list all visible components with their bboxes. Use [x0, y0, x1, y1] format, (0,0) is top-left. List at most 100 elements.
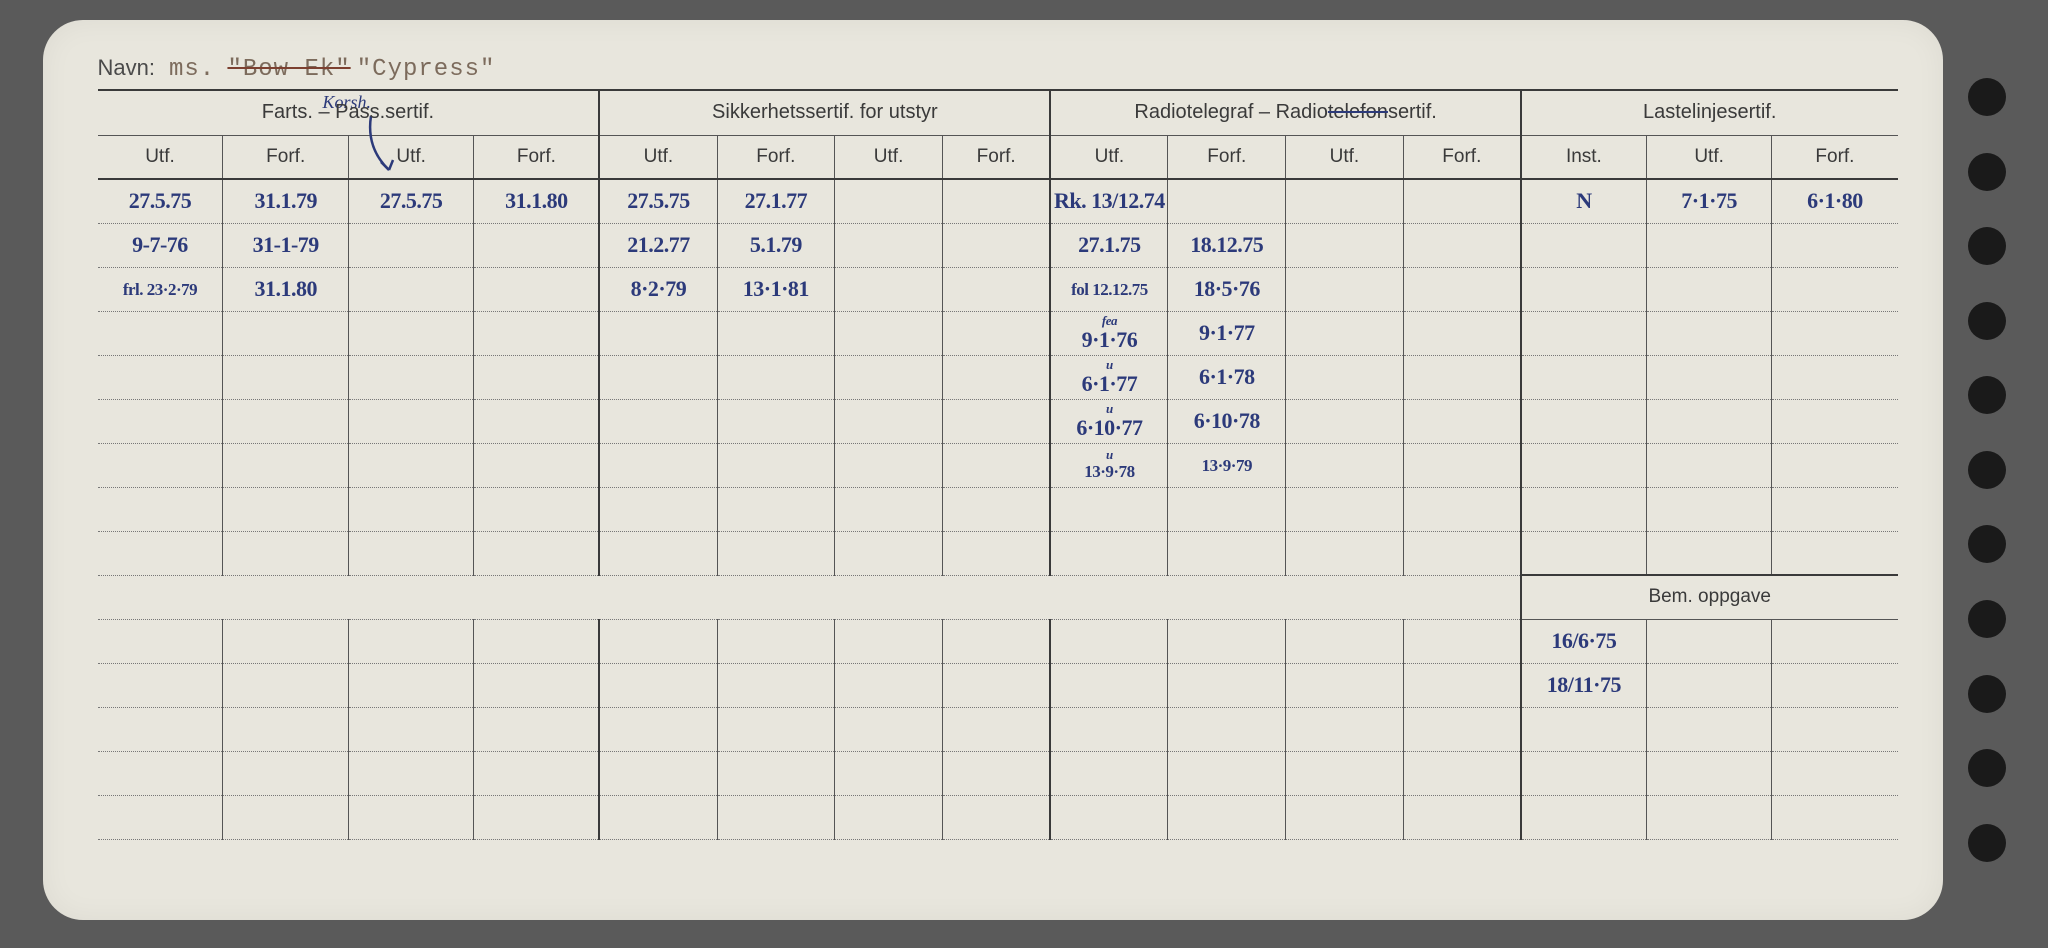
table-cell [1050, 795, 1168, 839]
table-cell [1646, 355, 1771, 399]
table-row: 18/11·75 [98, 663, 1898, 707]
table-cell [1521, 795, 1646, 839]
table-cell [474, 311, 599, 355]
table-cell [1403, 531, 1521, 575]
table-cell [943, 267, 1051, 311]
table-cell [98, 795, 223, 839]
table-cell [1286, 355, 1404, 399]
col-utf: Utf. [1286, 135, 1404, 179]
table-cell: 31-1-79 [223, 223, 348, 267]
table-cell [835, 663, 943, 707]
table-cell [599, 751, 717, 795]
table-cell: 27.1.75 [1050, 223, 1168, 267]
table-cell: 8·2·79 [599, 267, 717, 311]
table-row: u13·9·7813·9·79 [98, 443, 1898, 487]
table-cell [1772, 267, 1898, 311]
table-cell [223, 707, 348, 751]
table-cell [348, 619, 473, 663]
table-row: u6·1·776·1·78 [98, 355, 1898, 399]
table-cell [223, 531, 348, 575]
table-cell [943, 531, 1051, 575]
table-cell [348, 487, 473, 531]
table-cell [348, 707, 473, 751]
col-inst: Inst. [1521, 135, 1646, 179]
table-cell: 18·5·76 [1168, 267, 1286, 311]
table-cell [1646, 795, 1771, 839]
table-cell [98, 663, 223, 707]
table-cell [835, 223, 943, 267]
hdr-laste: Lastelinjesertif. [1521, 91, 1898, 135]
table-cell [717, 619, 835, 663]
table-cell [474, 223, 599, 267]
table-cell [1772, 663, 1898, 707]
table-cell [1168, 795, 1286, 839]
table-cell [1646, 663, 1771, 707]
table-cell [474, 399, 599, 443]
table-cell [835, 267, 943, 311]
table-cell [835, 487, 943, 531]
table-cell [1521, 267, 1646, 311]
table-cell: 6·10·78 [1168, 399, 1286, 443]
table-cell [223, 311, 348, 355]
table-cell [1521, 443, 1646, 487]
table-cell [98, 531, 223, 575]
table-cell [1772, 443, 1898, 487]
table-cell [98, 619, 223, 663]
table-cell: 21.2.77 [599, 223, 717, 267]
table-row [98, 751, 1898, 795]
hole-icon [1968, 302, 2006, 340]
table-row: 27.5.7531.1.7927.5.7531.1.8027.5.7527.1.… [98, 179, 1898, 223]
table-cell [717, 355, 835, 399]
table-cell [835, 443, 943, 487]
table-row: fea9·1·769·1·77 [98, 311, 1898, 355]
table-cell [943, 663, 1051, 707]
table-cell [1772, 795, 1898, 839]
table-cell [348, 531, 473, 575]
table-cell: 7·1·75 [1646, 179, 1771, 223]
table-cell: 18/11·75 [1521, 663, 1646, 707]
table-cell [599, 487, 717, 531]
table-row [98, 795, 1898, 839]
hole-icon [1968, 600, 2006, 638]
table-cell [98, 707, 223, 751]
table-cell [474, 707, 599, 751]
col-forf: Forf. [717, 135, 835, 179]
table-cell [348, 311, 473, 355]
table-cell: 31.1.79 [223, 179, 348, 223]
table-cell [599, 795, 717, 839]
table-cell: N [1521, 179, 1646, 223]
table-cell [474, 663, 599, 707]
table-cell [1286, 223, 1404, 267]
col-utf: Utf. [835, 135, 943, 179]
table-cell [98, 399, 223, 443]
table-cell: frl. 23·2·79 [98, 267, 223, 311]
table-cell [1050, 663, 1168, 707]
table-cell [98, 487, 223, 531]
hole-icon [1968, 376, 2006, 414]
hole-icon [1968, 749, 2006, 787]
table-cell [223, 619, 348, 663]
table-cell [1403, 707, 1521, 751]
table-cell [223, 751, 348, 795]
table-cell: 27.5.75 [599, 179, 717, 223]
table-cell: 27.1.77 [717, 179, 835, 223]
table-cell: 27.5.75 [98, 179, 223, 223]
table-cell [1403, 795, 1521, 839]
table-cell [599, 531, 717, 575]
col-utf: Utf. [1050, 135, 1168, 179]
binder-holes [1968, 20, 2006, 920]
table-cell [1772, 355, 1898, 399]
hole-icon [1968, 824, 2006, 862]
table-cell [223, 663, 348, 707]
hole-icon [1968, 227, 2006, 265]
table-cell [1403, 223, 1521, 267]
table-cell [1286, 795, 1404, 839]
table-cell [348, 663, 473, 707]
table-cell [348, 223, 473, 267]
bem-header-row: Bem. oppgave [98, 575, 1898, 619]
table-cell [943, 443, 1051, 487]
col-forf: Forf. [1403, 135, 1521, 179]
hole-icon [1968, 525, 2006, 563]
table-cell [1168, 619, 1286, 663]
name-row: Navn: ms. "Bow Ek" "Cypress" [98, 55, 1898, 91]
